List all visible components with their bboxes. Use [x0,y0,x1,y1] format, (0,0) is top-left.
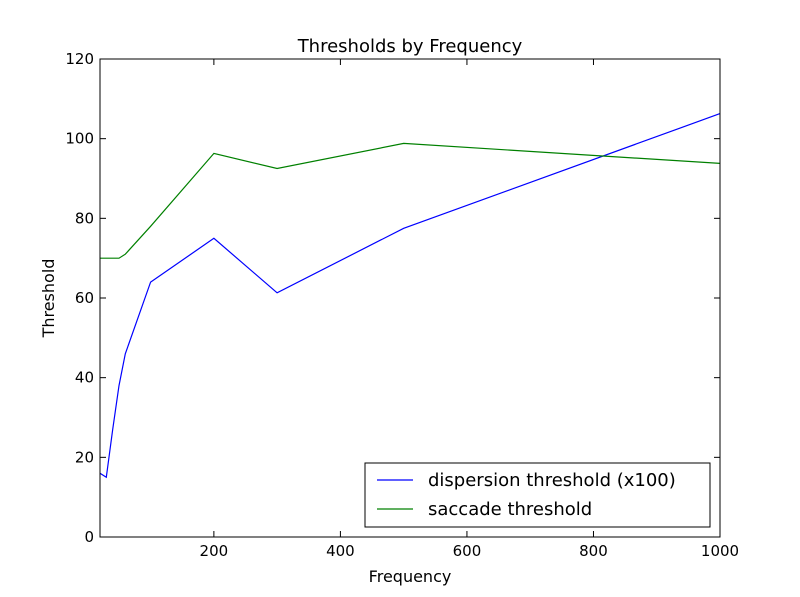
legend-label-1: saccade threshold [428,499,592,520]
x-axis-label: Frequency [369,567,452,586]
plot-lines [99,113,721,479]
legend-label-0: dispersion threshold (x100) [428,470,676,491]
legend-box [364,462,711,528]
x-tick-label-4: 1000 [701,542,739,560]
y-axis-label: Threshold [39,259,58,339]
y-tick-label-1: 20 [75,448,94,466]
x-tick-label-3: 800 [579,542,608,560]
y-tick-label-6: 120 [65,50,94,68]
x-tick-label-1: 400 [326,542,355,560]
y-tick-label-5: 100 [65,130,94,148]
y-tick-label-0: 0 [84,528,94,546]
y-tick-label-3: 60 [75,289,94,307]
y-tick-label-2: 40 [75,369,94,387]
chart-title: Thresholds by Frequency [297,36,523,57]
axis-ticks: 200 400 600 800 1000 0 20 40 60 80 100 120 [65,50,739,560]
legend: dispersion threshold (x100) saccade thres… [364,462,711,528]
y-tick-label-4: 80 [75,209,94,227]
series-line-1 [100,142,721,259]
x-tick-label-0: 200 [200,542,229,560]
x-tick-label-2: 600 [453,542,482,560]
series-line-0 [99,113,721,479]
